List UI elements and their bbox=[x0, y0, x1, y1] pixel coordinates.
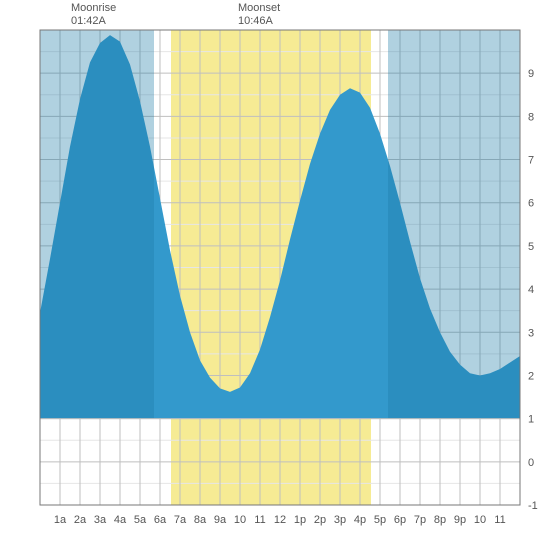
moonset-label-block: Moonset 10:46A bbox=[238, 2, 280, 28]
svg-text:10: 10 bbox=[234, 514, 246, 526]
svg-text:1p: 1p bbox=[294, 514, 306, 526]
svg-text:0: 0 bbox=[528, 457, 534, 469]
svg-text:3: 3 bbox=[528, 327, 534, 339]
svg-text:9: 9 bbox=[528, 68, 534, 80]
svg-text:7: 7 bbox=[528, 155, 534, 167]
svg-text:6: 6 bbox=[528, 198, 534, 210]
svg-text:9a: 9a bbox=[214, 514, 227, 526]
svg-text:5: 5 bbox=[528, 241, 534, 253]
svg-text:8p: 8p bbox=[434, 514, 446, 526]
svg-text:1: 1 bbox=[528, 414, 534, 426]
svg-text:2: 2 bbox=[528, 370, 534, 382]
svg-text:6a: 6a bbox=[154, 514, 167, 526]
svg-text:7p: 7p bbox=[414, 514, 426, 526]
moonrise-label: Moonrise bbox=[71, 2, 116, 15]
moonrise-time: 01:42A bbox=[71, 15, 116, 28]
svg-text:4: 4 bbox=[528, 284, 534, 296]
svg-text:2a: 2a bbox=[74, 514, 87, 526]
svg-text:9p: 9p bbox=[454, 514, 466, 526]
svg-text:8: 8 bbox=[528, 111, 534, 123]
svg-text:1a: 1a bbox=[54, 514, 67, 526]
svg-text:5a: 5a bbox=[134, 514, 147, 526]
svg-text:11: 11 bbox=[494, 514, 505, 526]
tide-chart-container: Moonrise 01:42A Moonset 10:46A 987654321… bbox=[0, 0, 550, 550]
svg-text:3a: 3a bbox=[94, 514, 107, 526]
svg-text:-1: -1 bbox=[528, 500, 538, 512]
moonrise-label-block: Moonrise 01:42A bbox=[71, 2, 116, 28]
svg-text:4a: 4a bbox=[114, 514, 127, 526]
svg-text:12: 12 bbox=[274, 514, 286, 526]
svg-text:10: 10 bbox=[474, 514, 486, 526]
moonset-label: Moonset bbox=[238, 2, 280, 15]
svg-text:6p: 6p bbox=[394, 514, 406, 526]
svg-text:3p: 3p bbox=[334, 514, 346, 526]
svg-text:5p: 5p bbox=[374, 514, 386, 526]
tide-chart: 9876543210-11a2a3a4a5a6a7a8a9a1011121p2p… bbox=[0, 0, 550, 550]
svg-text:7a: 7a bbox=[174, 514, 187, 526]
svg-text:11: 11 bbox=[254, 514, 265, 526]
moonset-time: 10:46A bbox=[238, 15, 280, 28]
svg-text:8a: 8a bbox=[194, 514, 207, 526]
svg-text:2p: 2p bbox=[314, 514, 326, 526]
svg-text:4p: 4p bbox=[354, 514, 366, 526]
